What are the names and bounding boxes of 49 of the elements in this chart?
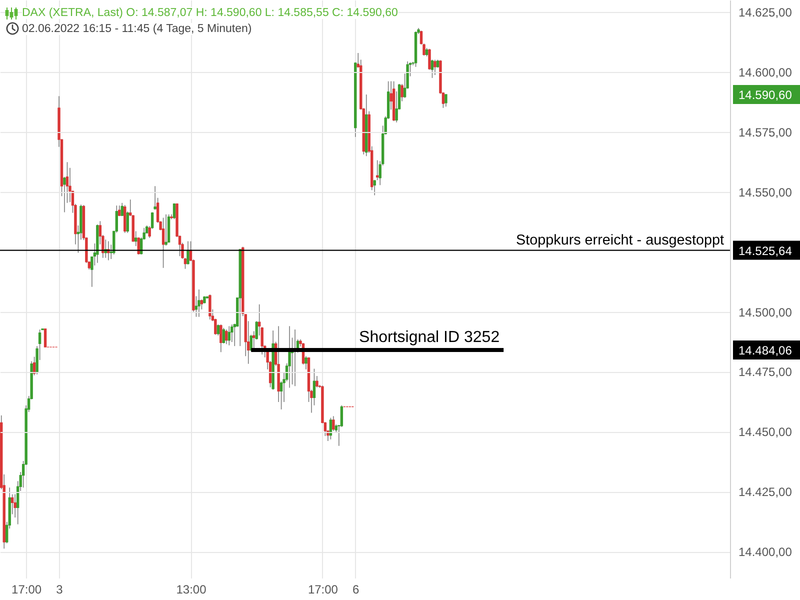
x-tick-label: 6 [352, 582, 360, 596]
ref-line-label: Stoppkurs erreicht - ausgestoppt [516, 232, 724, 248]
x-tick-label: 13:00 [176, 582, 207, 596]
y-tick-label: 14.450,00 [738, 425, 792, 440]
candlestick [162, 217, 165, 268]
y-tick-label: 14.475,00 [738, 365, 792, 380]
y-tick-label: 14.625,00 [738, 5, 792, 20]
candlestick [172, 202, 176, 220]
candlestick [434, 59, 436, 76]
candlestick [222, 327, 226, 344]
y-tick-label: 14.550,00 [738, 185, 792, 200]
series-label: Shortsignal ID 3252 [359, 329, 500, 346]
candlestick [148, 226, 151, 238]
candlestick [11, 494, 14, 515]
candlestick [63, 176, 66, 213]
candlestick [376, 160, 379, 181]
candlestick [316, 376, 318, 388]
candlestick [332, 416, 335, 432]
candlestick [216, 324, 220, 336]
candlestick [208, 294, 212, 320]
candlestick [230, 324, 234, 342]
y-tick-label: 14.500,00 [738, 305, 792, 320]
y-tick-label: 14.575,00 [738, 125, 792, 140]
candlestick [225, 329, 228, 345]
text: 02.06.2022 16:15 - 11:45 (4 Tage, 5 Minuten) [22, 23, 252, 35]
candlestick [444, 94, 448, 108]
y-tick-label: 14.484,06 [738, 344, 792, 358]
candlestick [14, 494, 16, 518]
x-tick-label: 3 [56, 582, 64, 596]
candlestick [340, 404, 344, 428]
y-tick-label: 14.425,00 [738, 485, 792, 500]
candlestick [186, 240, 190, 265]
candlestick [304, 356, 308, 370]
candlestick [220, 324, 222, 352]
y-tick-label: 14.590,60 [738, 88, 792, 102]
text: DAX (XETRA, Last) O: 14.587,07 H: 14.590,60 L: 14.585,55 C: 14.590,60 [22, 7, 398, 19]
candlestick [134, 230, 138, 246]
candlestick [200, 299, 204, 310]
candlestick [154, 186, 156, 210]
x-tick-label: 17:00 [308, 582, 338, 596]
y-tick-label: 14.400,00 [738, 545, 792, 560]
candlestick [228, 326, 231, 346]
y-tick-label: 14.600,00 [738, 65, 792, 80]
candlestick [198, 289, 200, 318]
candlestick [44, 328, 47, 348]
y-tick-label: 14.525,64 [738, 244, 792, 258]
candlestick [164, 214, 168, 246]
candlestick [288, 326, 291, 388]
x-tick-label: 17:00 [12, 582, 42, 596]
